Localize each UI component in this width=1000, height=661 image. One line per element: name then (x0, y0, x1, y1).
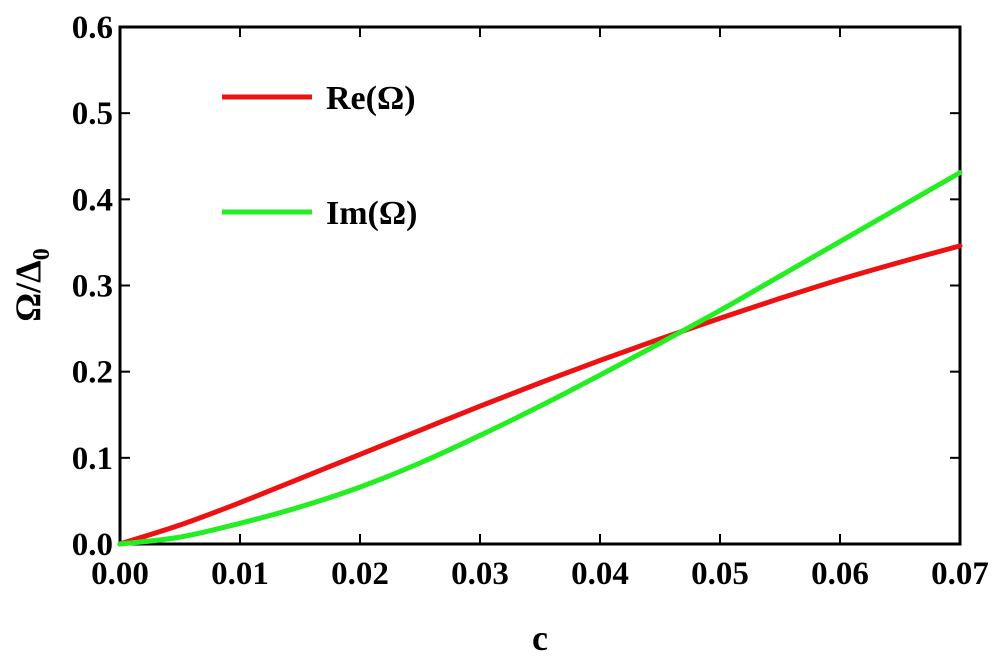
legend: Re(Ω) Im(Ω) (222, 80, 417, 232)
legend-label-im: Im(Ω) (326, 195, 417, 232)
x-tick-label: 0.02 (331, 556, 389, 592)
y-tick-label: 0.3 (72, 269, 113, 305)
x-tick-label: 0.00 (91, 556, 149, 592)
x-tick-label: 0.06 (811, 556, 869, 592)
x-axis-label: c (532, 618, 548, 658)
y-tick-label: 0.0 (72, 527, 113, 563)
x-tick-label: 0.07 (931, 556, 989, 592)
series-lines (117, 170, 963, 547)
y-axis-label: Ω/Δ0 (8, 248, 55, 321)
legend-label-re: Re(Ω) (326, 80, 416, 117)
x-tick-label: 0.05 (691, 556, 749, 592)
series-line-im (117, 170, 963, 547)
y-tick-label: 0.4 (72, 182, 113, 218)
y-axis-label-main: Ω/Δ (8, 260, 48, 321)
y-tick-label: 0.2 (72, 355, 113, 391)
x-tick-label: 0.03 (451, 556, 509, 592)
y-axis-ticks: 0.0 0.1 0.2 0.3 0.4 0.5 0.6 (72, 10, 960, 563)
y-tick-label: 0.5 (72, 96, 113, 132)
y-tick-label: 0.6 (72, 10, 113, 46)
x-tick-label: 0.04 (571, 556, 629, 592)
series-line-re (117, 243, 963, 547)
y-tick-label: 0.1 (72, 441, 113, 477)
x-tick-label: 0.01 (211, 556, 269, 592)
plot-frame (118, 25, 962, 546)
x-axis-ticks: 0.00 0.01 0.02 0.03 0.04 0.05 0.06 0.07 (91, 27, 989, 592)
y-axis-label-subscript: 0 (29, 248, 55, 260)
